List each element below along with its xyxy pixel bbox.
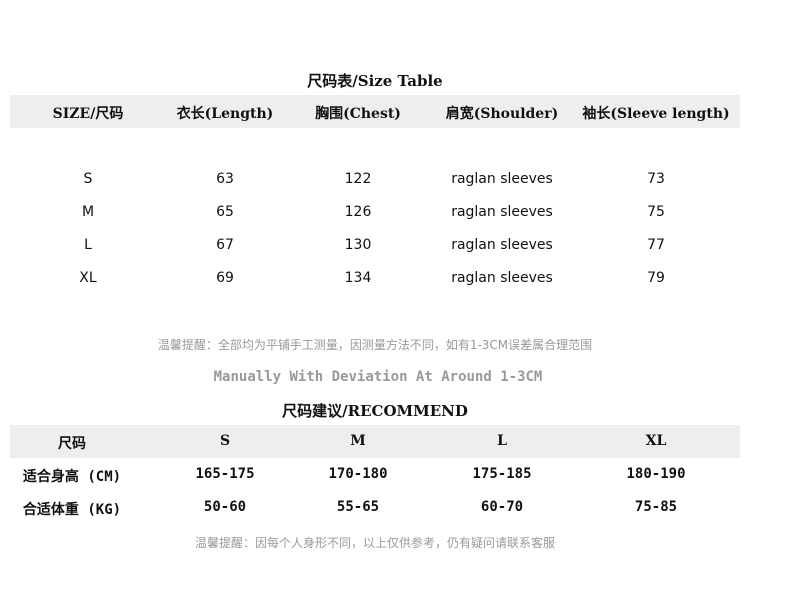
size-table-cell: 77 [647,237,665,253]
recommend-header: M [350,433,366,449]
recommend-header: XL [645,433,667,449]
size-table-header: 胸围(Chest) [315,106,401,122]
size-table-cell: 69 [216,270,234,286]
size-table-cell: 65 [216,204,234,220]
recommend-header: S [219,433,231,449]
size-table-header: 衣长(Length) [176,106,274,122]
size-table-cell: 134 [344,270,372,286]
size-table-cell: XL [79,270,97,286]
size-table-header-band [10,95,740,128]
size-table-cell: S [83,171,93,187]
recommend-cell: 合适体重 (KG) [22,502,122,518]
recommend-header: 尺码 [58,436,86,452]
size-table-cell: M [81,204,95,220]
size-table-cell: 126 [344,204,372,220]
measurement-note-en: Manually With Deviation At Around 1-3CM [213,369,543,385]
size-table-cell: 75 [647,204,665,220]
size-table-cell: 63 [216,171,234,187]
size-table-cell: raglan sleeves [451,171,553,187]
size-table-cell: L [84,237,92,253]
size-table-title: 尺码表/Size Table [307,72,443,90]
size-table-cell: raglan sleeves [451,204,553,220]
size-table-cell: 122 [344,171,372,187]
size-table-header: SIZE/尺码 [52,106,124,122]
size-table-cell: raglan sleeves [451,270,553,286]
recommend-cell: 适合身高 (CM) [22,469,122,485]
bottom-note: 温馨提醒：因每个人身形不同，以上仅供参考，仍有疑问请联系客服 [194,536,556,550]
recommend-cell: 60-70 [480,499,524,515]
recommend-cell: 165-175 [195,466,255,482]
recommend-header: L [497,433,507,449]
recommend-header-band [10,425,740,458]
size-table-cell: 130 [344,237,372,253]
recommend-cell: 180-190 [626,466,686,482]
size-table-cell: 73 [647,171,665,187]
recommend-cell: 170-180 [328,466,388,482]
recommend-cell: 175-185 [472,466,532,482]
recommend-cell: 75-85 [634,499,678,515]
size-table-header: 袖长(Sleeve length) [582,106,730,122]
size-table-cell: 67 [216,237,234,253]
recommend-cell: 50-60 [203,499,247,515]
measurement-note: 温馨提醒：全部均为平铺手工测量，因测量方法不同，如有1-3CM误差属合理范围 [157,338,593,352]
recommend-cell: 55-65 [336,499,380,515]
recommend-title: 尺码建议/RECOMMEND [282,402,468,420]
size-table-cell: 79 [647,270,665,286]
size-table-header: 肩宽(Shoulder) [445,106,559,122]
size-table-cell: raglan sleeves [451,237,553,253]
